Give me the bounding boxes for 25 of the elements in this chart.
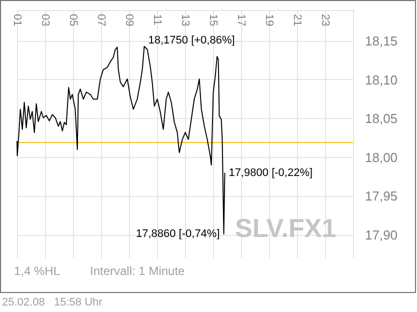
- x-tick-label: 23: [319, 14, 331, 26]
- y-tick-label: 18,15: [365, 34, 398, 48]
- annotation: 17,8860 [-0,74%]: [136, 228, 220, 240]
- x-tick-label: 17: [235, 14, 247, 26]
- x-tick-label: 07: [95, 14, 107, 26]
- x-tick-label: 01: [11, 14, 23, 26]
- text: Intervall: 1 Minute: [90, 264, 186, 278]
- x-tick-label: 21: [291, 14, 303, 26]
- x-tick-label: 05: [67, 14, 79, 26]
- x-tick-label: 11: [151, 14, 163, 26]
- x-tick-label: 03: [39, 14, 51, 26]
- x-tick-label: 15: [207, 14, 219, 26]
- y-tick-label: 18,00: [365, 150, 398, 165]
- x-tick-label: 19: [263, 14, 275, 26]
- y-tick-label: 17,95: [365, 188, 398, 204]
- text: 25.02.08 15:58 Uhr: [2, 296, 103, 308]
- x-tick-label: 09: [123, 14, 135, 26]
- annotation: 18,1750 [+0,86%]: [148, 34, 235, 46]
- annotation: 17,9800 [-0,22%]: [228, 166, 313, 179]
- x-tick-label: 13: [179, 14, 191, 26]
- text: 1,4 %HL: [14, 264, 60, 278]
- y-tick-label: 18,10: [365, 72, 398, 88]
- y-tick-label: 18,05: [365, 111, 398, 126]
- annotation: SLV.FX1: [235, 213, 336, 243]
- y-tick-label: 17,90: [365, 227, 398, 242]
